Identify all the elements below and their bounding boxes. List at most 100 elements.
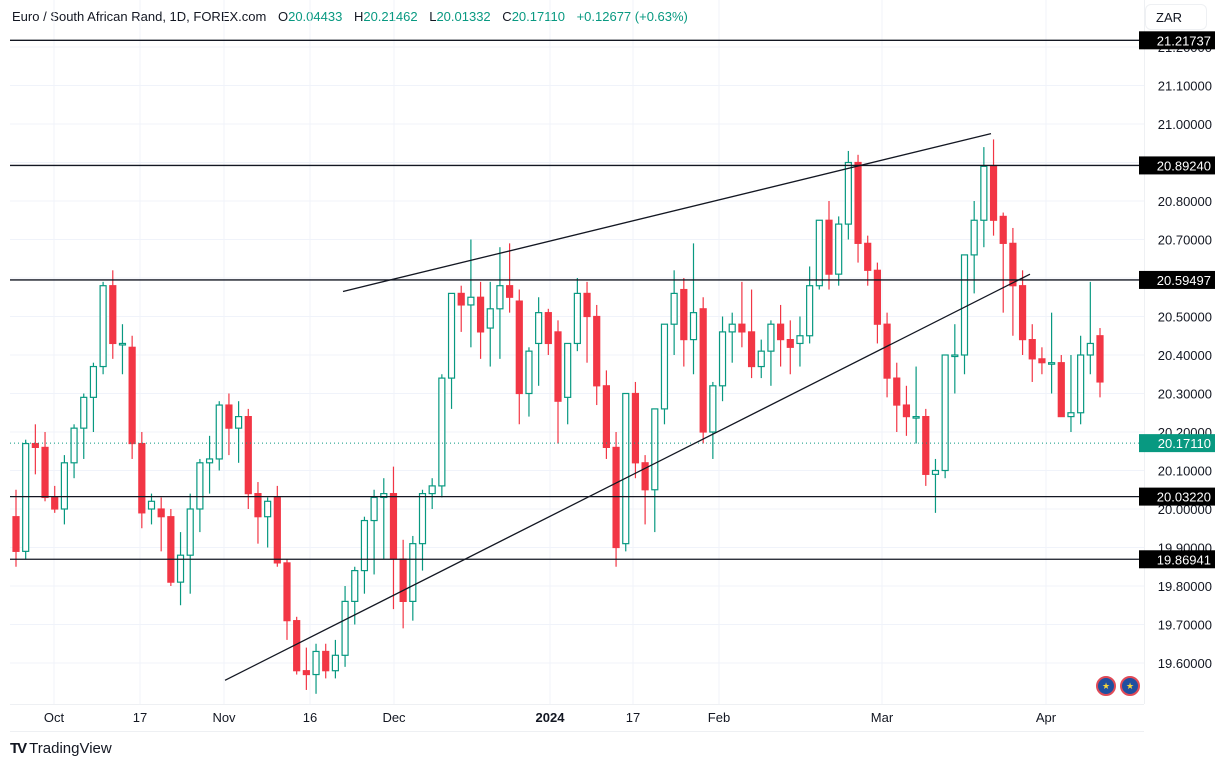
low-value: 20.01332	[436, 9, 491, 24]
candle	[960, 254, 969, 375]
candle	[922, 408, 930, 486]
candle	[1086, 281, 1094, 375]
candle	[593, 304, 601, 406]
candle	[864, 235, 872, 286]
candle	[399, 539, 407, 629]
candle	[496, 247, 504, 359]
eu-flag-icon[interactable]: ★	[1096, 676, 1116, 696]
upper-wedge-line[interactable]	[342, 132, 992, 293]
candle	[835, 216, 843, 286]
close-label: C	[502, 9, 512, 24]
candle	[341, 586, 349, 667]
candle	[796, 316, 804, 367]
candle	[264, 497, 272, 548]
candle	[254, 482, 262, 544]
svg-text:20.17110: 20.17110	[1158, 436, 1211, 451]
candle	[718, 316, 727, 402]
time-tick-label: Dec	[382, 710, 406, 725]
time-tick-label: 2024	[535, 710, 565, 725]
candle	[70, 424, 78, 479]
tradingview-brand: TV TradingView	[10, 740, 112, 757]
price-tick-label: 20.70000	[1158, 233, 1212, 248]
candle	[651, 408, 659, 533]
level-price-badge	[1139, 156, 1215, 175]
symbol-title: Euro / South African Rand, 1D, FOREX.com	[12, 9, 267, 24]
candle	[283, 559, 291, 640]
candle	[147, 493, 156, 525]
candle	[815, 219, 823, 290]
price-tick-label: 21.00000	[1158, 117, 1212, 132]
time-tick-label: 17	[625, 710, 641, 725]
candle	[951, 324, 959, 394]
candle	[1009, 227, 1017, 336]
candle	[757, 339, 765, 379]
candle	[1057, 355, 1065, 418]
candle	[31, 424, 39, 475]
candle	[854, 154, 862, 263]
candle	[273, 485, 281, 567]
candle	[225, 393, 233, 456]
candle	[767, 320, 775, 386]
candlestick-chart[interactable]: 21.2000021.1000021.0000020.9000020.80000…	[0, 0, 1230, 704]
candle	[476, 281, 485, 359]
svg-text:20.03220: 20.03220	[1157, 490, 1211, 505]
svg-text:21.21737: 21.21737	[1157, 33, 1211, 48]
change-value: +0.12677 (+0.63%)	[576, 9, 688, 24]
candle	[931, 458, 940, 513]
candle	[825, 201, 833, 290]
candle	[1077, 335, 1085, 425]
price-tick-label: 20.00000	[1158, 502, 1212, 517]
candle	[1096, 328, 1104, 398]
level-price-badge	[1139, 550, 1215, 569]
candle	[99, 281, 107, 375]
candle	[331, 639, 339, 679]
time-tick-label: Mar	[870, 710, 894, 725]
candle	[428, 478, 436, 509]
candle	[612, 432, 620, 567]
candle	[447, 292, 456, 409]
candle	[12, 489, 20, 567]
svg-text:20.59497: 20.59497	[1157, 273, 1211, 288]
candle	[660, 323, 669, 425]
price-scale[interactable]	[1144, 0, 1230, 704]
candle	[1028, 324, 1036, 382]
price-tick-label: 20.50000	[1158, 310, 1212, 325]
time-axis[interactable]: Oct 17 Nov 16 Dec 2024 17 Feb Mar Apr	[10, 704, 1144, 732]
candle	[1018, 270, 1027, 355]
currency-button[interactable]: ZAR	[1145, 4, 1207, 30]
candle	[699, 297, 707, 444]
candle	[883, 312, 891, 398]
time-tick-label: 17	[132, 710, 148, 725]
candle	[535, 297, 543, 386]
candle	[806, 266, 814, 344]
low-label: L	[429, 9, 437, 24]
candle	[564, 342, 572, 425]
candle	[602, 370, 610, 459]
candle	[389, 466, 398, 610]
lower-wedge-line[interactable]	[224, 273, 1031, 681]
candle	[215, 401, 223, 471]
candle	[515, 289, 523, 425]
level-price-badge	[1139, 487, 1215, 506]
price-tick-label: 21.10000	[1158, 79, 1212, 94]
candle	[544, 308, 552, 355]
price-tick-label: 20.40000	[1158, 348, 1212, 363]
open-label: O	[277, 9, 289, 24]
candle	[438, 374, 446, 498]
candle	[941, 354, 949, 479]
time-tick-label: Apr	[1035, 710, 1057, 725]
candle	[747, 289, 756, 379]
candle	[554, 320, 562, 444]
candle	[244, 408, 252, 509]
candle	[525, 347, 533, 417]
eu-flag-icon-2[interactable]: ★	[1120, 676, 1140, 696]
price-tick-label: 20.80000	[1158, 194, 1212, 209]
candle	[728, 312, 736, 363]
level-price-badge	[1139, 31, 1215, 50]
current-price-badge	[1139, 434, 1215, 453]
candle	[989, 139, 998, 236]
candle	[893, 362, 901, 432]
open-value: 20.04433	[288, 9, 343, 24]
candle	[980, 147, 988, 248]
high-value: 20.21462	[363, 9, 418, 24]
